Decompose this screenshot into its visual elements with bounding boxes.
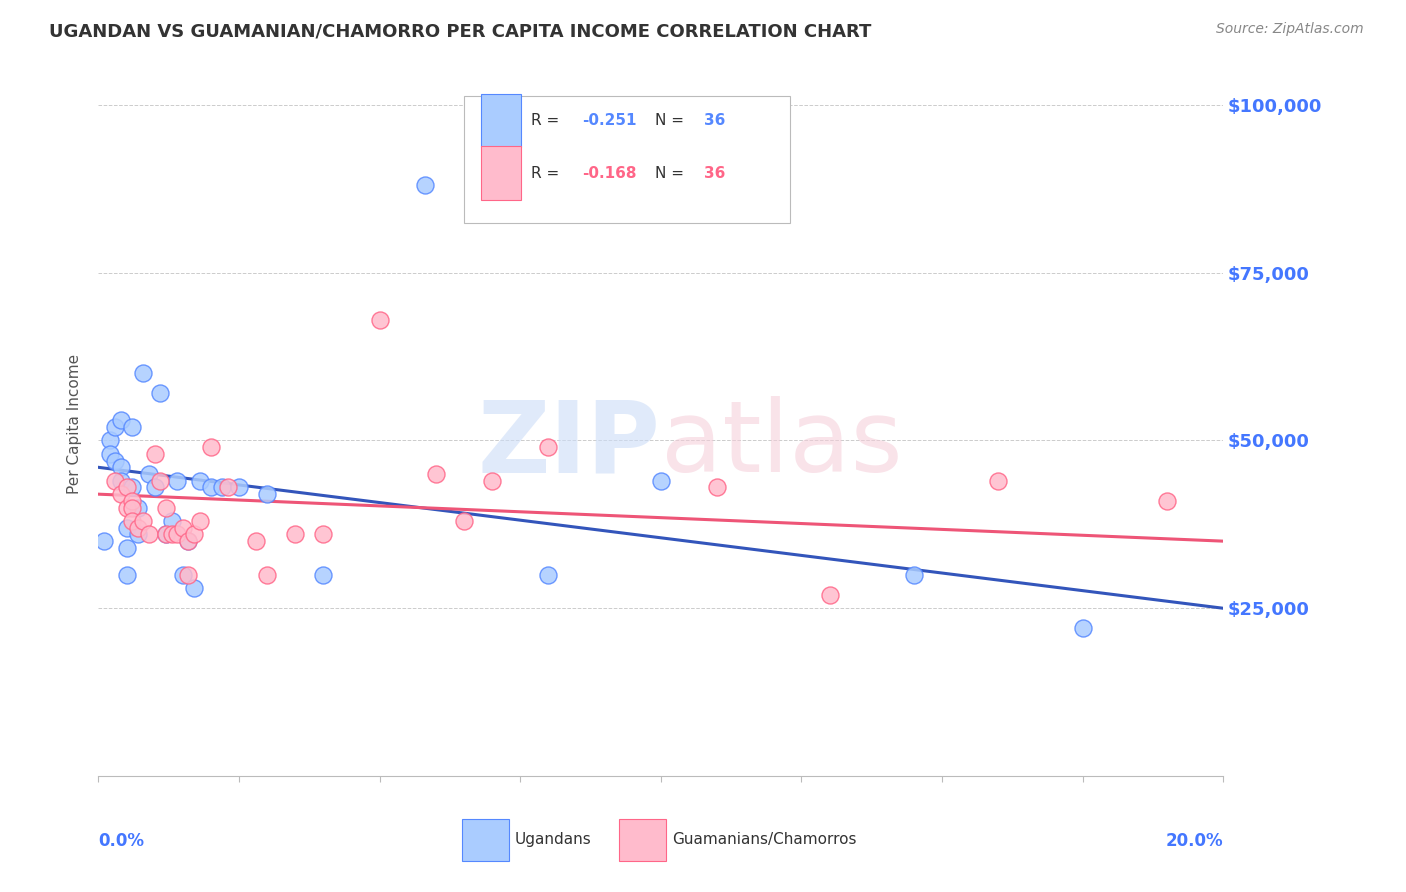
Point xyxy=(368,312,391,326)
Point xyxy=(183,527,205,541)
Point xyxy=(650,474,672,488)
Point xyxy=(188,474,211,488)
Point xyxy=(138,467,160,481)
Point xyxy=(172,567,194,582)
Point xyxy=(183,581,205,595)
Point xyxy=(104,474,127,488)
Point xyxy=(155,500,177,515)
Point xyxy=(312,527,335,541)
Point xyxy=(987,474,1010,488)
Text: 20.0%: 20.0% xyxy=(1166,832,1223,850)
Point xyxy=(160,514,183,528)
Point xyxy=(127,500,149,515)
Point xyxy=(284,527,307,541)
FancyBboxPatch shape xyxy=(481,94,522,147)
Point xyxy=(138,527,160,541)
Point xyxy=(1071,621,1094,635)
Point xyxy=(200,440,222,454)
Point xyxy=(228,480,250,494)
Text: UGANDAN VS GUAMANIAN/CHAMORRO PER CAPITA INCOME CORRELATION CHART: UGANDAN VS GUAMANIAN/CHAMORRO PER CAPITA… xyxy=(49,22,872,40)
Point xyxy=(312,567,335,582)
Text: -0.251: -0.251 xyxy=(582,113,637,128)
FancyBboxPatch shape xyxy=(619,819,666,861)
Point xyxy=(217,480,239,494)
Text: atlas: atlas xyxy=(661,396,903,493)
Point xyxy=(98,434,121,448)
Point xyxy=(1156,494,1178,508)
Point xyxy=(127,527,149,541)
Point xyxy=(110,413,132,427)
Point xyxy=(818,588,841,602)
Point xyxy=(425,467,447,481)
Point xyxy=(155,527,177,541)
Y-axis label: Per Capita Income: Per Capita Income xyxy=(67,353,83,494)
Point xyxy=(177,534,200,549)
Point xyxy=(706,480,728,494)
FancyBboxPatch shape xyxy=(461,819,509,861)
Point xyxy=(256,487,278,501)
Point xyxy=(115,500,138,515)
Text: Guamanians/Chamorros: Guamanians/Chamorros xyxy=(672,832,856,847)
Point xyxy=(177,534,200,549)
Text: -0.168: -0.168 xyxy=(582,166,637,180)
Point xyxy=(211,480,233,494)
Text: 36: 36 xyxy=(703,166,725,180)
Point xyxy=(121,500,143,515)
Point xyxy=(115,541,138,555)
Text: N =: N = xyxy=(655,113,689,128)
FancyBboxPatch shape xyxy=(464,96,790,223)
Point xyxy=(188,514,211,528)
Point xyxy=(256,567,278,582)
Point xyxy=(537,567,560,582)
Point xyxy=(149,386,172,401)
Point xyxy=(104,453,127,467)
Point xyxy=(166,474,188,488)
Point xyxy=(160,527,183,541)
Point xyxy=(200,480,222,494)
Point xyxy=(110,487,132,501)
Point xyxy=(481,474,503,488)
Point xyxy=(132,514,155,528)
Point xyxy=(413,178,436,193)
Point xyxy=(453,514,475,528)
Point xyxy=(172,521,194,535)
Point xyxy=(903,567,925,582)
Text: ZIP: ZIP xyxy=(478,396,661,493)
Point xyxy=(143,480,166,494)
Text: R =: R = xyxy=(531,113,565,128)
FancyBboxPatch shape xyxy=(481,146,522,200)
Text: N =: N = xyxy=(655,166,689,180)
Point xyxy=(121,480,143,494)
Point xyxy=(149,474,172,488)
Text: 36: 36 xyxy=(703,113,725,128)
Point xyxy=(115,567,138,582)
Point xyxy=(104,420,127,434)
Point xyxy=(93,534,115,549)
Point xyxy=(132,367,155,381)
Text: Source: ZipAtlas.com: Source: ZipAtlas.com xyxy=(1216,22,1364,37)
Point xyxy=(177,567,200,582)
Point xyxy=(121,494,143,508)
Point xyxy=(110,460,132,475)
Point xyxy=(115,480,138,494)
Text: Ugandans: Ugandans xyxy=(515,832,592,847)
Point xyxy=(245,534,267,549)
Point xyxy=(115,521,138,535)
Text: 0.0%: 0.0% xyxy=(98,832,145,850)
Point xyxy=(143,447,166,461)
Point xyxy=(110,474,132,488)
Point xyxy=(98,447,121,461)
Point xyxy=(127,521,149,535)
Point xyxy=(121,420,143,434)
Point xyxy=(537,440,560,454)
Point xyxy=(155,527,177,541)
Point xyxy=(121,514,143,528)
Point xyxy=(166,527,188,541)
Text: R =: R = xyxy=(531,166,565,180)
